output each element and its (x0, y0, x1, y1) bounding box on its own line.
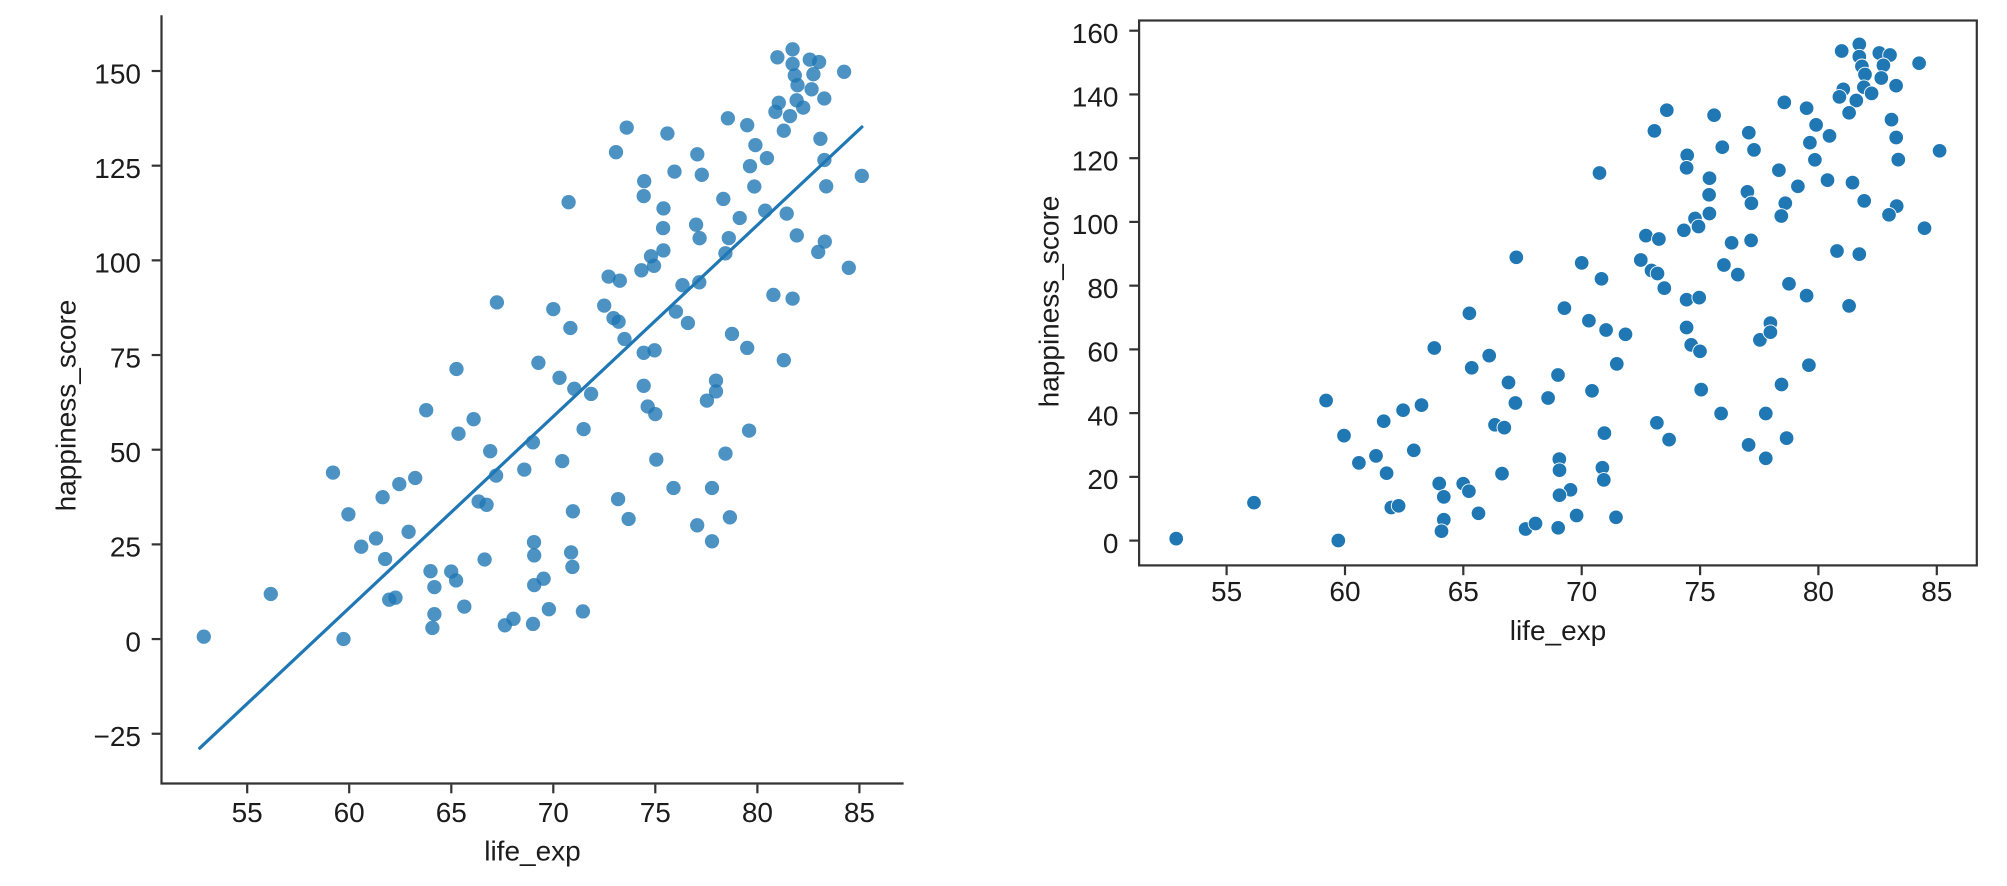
svg-text:80: 80 (1087, 273, 1118, 304)
svg-text:60: 60 (1087, 337, 1118, 368)
svg-text:55: 55 (232, 797, 263, 828)
svg-text:25: 25 (110, 532, 141, 563)
svg-text:20: 20 (1087, 464, 1118, 495)
svg-text:125: 125 (94, 153, 141, 184)
svg-text:140: 140 (1072, 82, 1119, 113)
svg-text:65: 65 (1448, 576, 1479, 607)
svg-text:−25: −25 (94, 721, 142, 752)
svg-text:85: 85 (844, 797, 875, 828)
svg-text:50: 50 (110, 437, 141, 468)
svg-text:70: 70 (1566, 576, 1597, 607)
svg-text:65: 65 (436, 797, 467, 828)
svg-text:75: 75 (640, 797, 671, 828)
svg-text:75: 75 (1685, 576, 1716, 607)
svg-text:70: 70 (538, 797, 569, 828)
svg-text:160: 160 (1072, 18, 1119, 49)
svg-text:happiness_score: happiness_score (1034, 196, 1065, 408)
svg-text:60: 60 (1329, 576, 1360, 607)
svg-text:life_exp: life_exp (484, 836, 581, 867)
svg-text:0: 0 (1103, 528, 1119, 559)
svg-text:75: 75 (110, 342, 141, 373)
svg-text:150: 150 (94, 58, 141, 89)
svg-text:0: 0 (125, 626, 141, 657)
svg-text:55: 55 (1211, 576, 1242, 607)
svg-text:100: 100 (1072, 209, 1119, 240)
svg-text:40: 40 (1087, 400, 1118, 431)
svg-text:80: 80 (742, 797, 773, 828)
svg-text:100: 100 (94, 248, 141, 279)
svg-text:life_exp: life_exp (1510, 615, 1607, 646)
svg-text:80: 80 (1803, 576, 1834, 607)
svg-text:happiness_score: happiness_score (51, 300, 82, 512)
svg-text:120: 120 (1072, 146, 1119, 177)
svg-text:85: 85 (1921, 576, 1952, 607)
svg-text:60: 60 (334, 797, 365, 828)
